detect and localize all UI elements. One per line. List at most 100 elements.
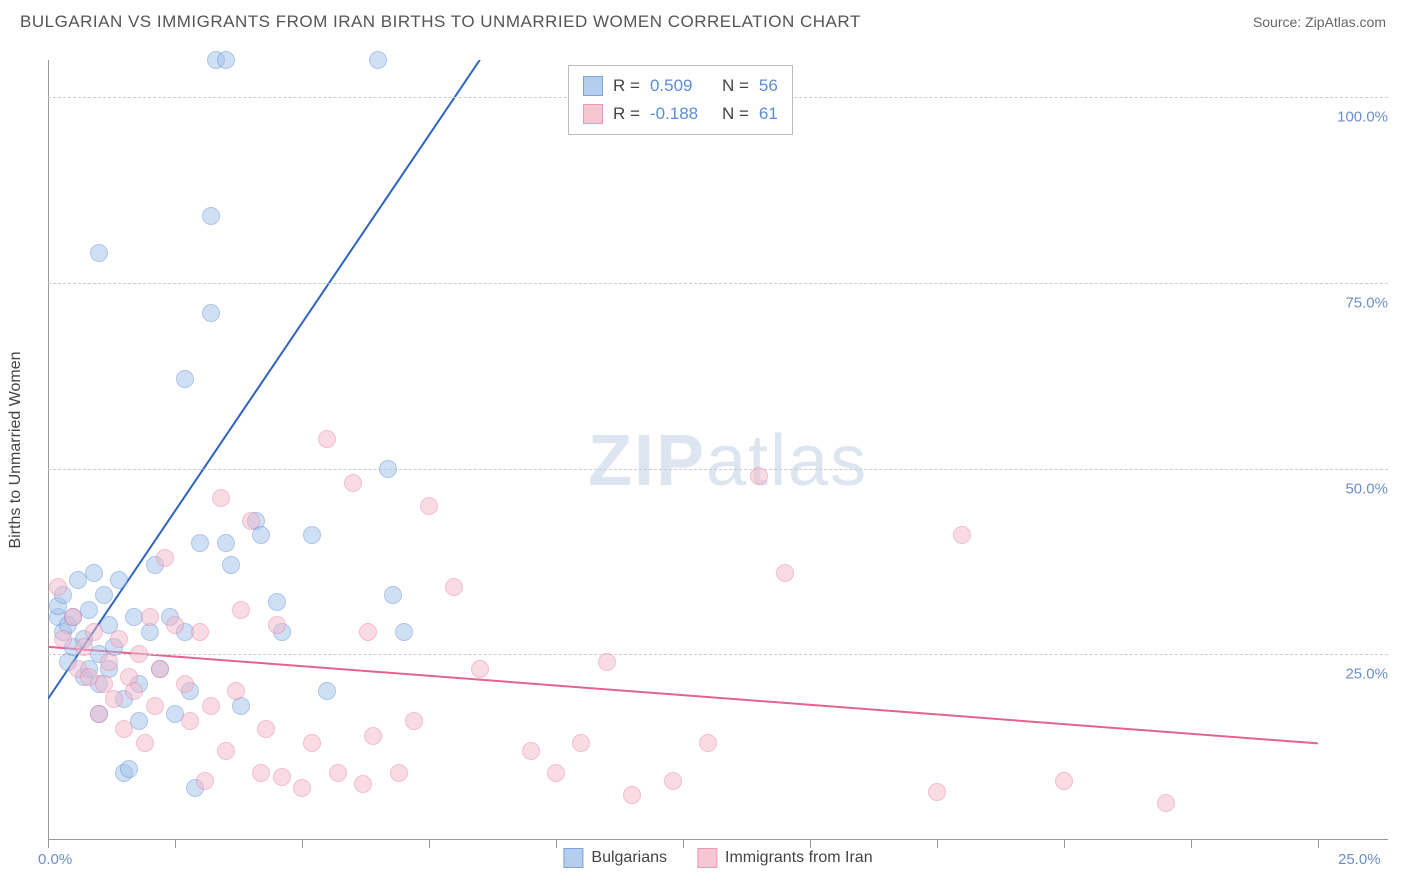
scatter-point	[1055, 772, 1073, 790]
y-tick-label: 75.0%	[1345, 294, 1388, 311]
scatter-point	[572, 734, 590, 752]
scatter-point	[217, 534, 235, 552]
gridline	[48, 654, 1388, 655]
gridline	[48, 469, 1388, 470]
scatter-point	[318, 682, 336, 700]
x-tick	[937, 840, 938, 848]
scatter-point	[196, 772, 214, 790]
scatter-point	[547, 764, 565, 782]
series-swatch	[583, 104, 603, 124]
stats-row: R = 0.509 N = 56	[583, 72, 778, 100]
scatter-point	[750, 467, 768, 485]
scatter-point	[90, 244, 108, 262]
scatter-point	[151, 660, 169, 678]
watermark: ZIPatlas	[588, 420, 868, 502]
scatter-point	[85, 564, 103, 582]
scatter-point	[146, 697, 164, 715]
y-tick-label: 50.0%	[1345, 480, 1388, 497]
scatter-point	[293, 779, 311, 797]
scatter-point	[268, 593, 286, 611]
series-swatch	[583, 76, 603, 96]
scatter-point	[405, 712, 423, 730]
watermark-light: atlas	[706, 421, 868, 501]
scatter-point	[420, 497, 438, 515]
scatter-point	[384, 586, 402, 604]
scatter-point	[176, 675, 194, 693]
scatter-point	[75, 638, 93, 656]
scatter-point	[125, 682, 143, 700]
scatter-point	[191, 623, 209, 641]
scatter-point	[1157, 794, 1175, 812]
scatter-point	[90, 705, 108, 723]
x-tick-label: 25.0%	[1338, 851, 1381, 868]
legend-label: Bulgarians	[591, 849, 667, 867]
scatter-point	[242, 512, 260, 530]
scatter-point	[202, 304, 220, 322]
stats-row: R =-0.188N =61	[583, 100, 778, 128]
scatter-point	[257, 720, 275, 738]
scatter-point	[268, 616, 286, 634]
scatter-point	[953, 526, 971, 544]
scatter-point	[212, 489, 230, 507]
scatter-point	[379, 460, 397, 478]
scatter-point	[273, 768, 291, 786]
trend-lines	[48, 60, 1318, 840]
scatter-point	[928, 783, 946, 801]
scatter-point	[141, 608, 159, 626]
scatter-point	[776, 564, 794, 582]
stat-label: R =	[613, 100, 640, 128]
legend-swatch	[563, 848, 583, 868]
scatter-point	[85, 623, 103, 641]
scatter-point	[445, 578, 463, 596]
legend-item: Bulgarians	[563, 848, 667, 868]
scatter-point	[115, 720, 133, 738]
scatter-point	[303, 734, 321, 752]
stat-label: N =	[722, 72, 749, 100]
scatter-point	[176, 370, 194, 388]
scatter-point	[359, 623, 377, 641]
scatter-point	[156, 549, 174, 567]
scatter-point	[64, 608, 82, 626]
scatter-point	[110, 630, 128, 648]
scatter-point	[100, 653, 118, 671]
scatter-point	[252, 764, 270, 782]
x-tick	[1318, 840, 1319, 848]
scatter-point	[623, 786, 641, 804]
plot-area: ZIPatlas 25.0%50.0%75.0%100.0%0.0%25.0%R…	[48, 60, 1318, 840]
scatter-point	[181, 712, 199, 730]
trend-line	[48, 60, 480, 699]
scatter-point	[217, 742, 235, 760]
scatter-point	[354, 775, 372, 793]
scatter-point	[222, 556, 240, 574]
scatter-point	[303, 526, 321, 544]
legend-swatch	[697, 848, 717, 868]
scatter-point	[232, 601, 250, 619]
scatter-point	[136, 734, 154, 752]
scatter-point	[699, 734, 717, 752]
chart-container: Births to Unmarried Women ZIPatlas 25.0%…	[48, 60, 1388, 840]
chart-header: BULGARIAN VS IMMIGRANTS FROM IRAN BIRTHS…	[0, 0, 1406, 40]
chart-source: Source: ZipAtlas.com	[1253, 14, 1386, 30]
y-axis-title: Births to Unmarried Women	[7, 351, 25, 548]
scatter-point	[49, 578, 67, 596]
scatter-point	[217, 51, 235, 69]
x-tick	[1191, 840, 1192, 848]
x-tick	[175, 840, 176, 848]
stat-label: R =	[613, 72, 640, 100]
scatter-point	[471, 660, 489, 678]
stats-box: R =0.509N =56R =-0.188N =61	[568, 65, 793, 135]
legend-item: Immigrants from Iran	[697, 848, 873, 868]
stat-n-value: 61	[759, 100, 778, 128]
scatter-point	[598, 653, 616, 671]
scatter-point	[329, 764, 347, 782]
gridline	[48, 283, 1388, 284]
y-axis-line	[48, 60, 49, 840]
stat-n-value: 56	[759, 72, 778, 100]
x-tick	[48, 840, 49, 848]
scatter-point	[202, 207, 220, 225]
stat-label: N =	[722, 100, 749, 128]
x-axis-line	[48, 839, 1388, 840]
scatter-point	[54, 630, 72, 648]
stat-r-value: 0.509	[650, 72, 712, 100]
scatter-point	[390, 764, 408, 782]
